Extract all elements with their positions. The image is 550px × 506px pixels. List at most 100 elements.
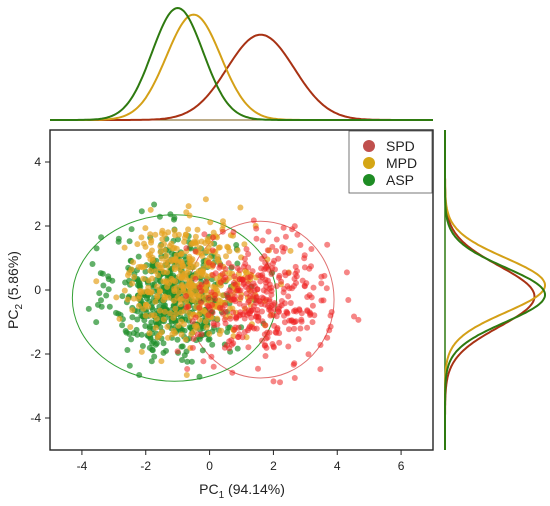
scatter-point-spd xyxy=(223,291,230,297)
scatter-point-mpd xyxy=(214,315,221,322)
scatter-point-mpd xyxy=(167,310,174,317)
scatter-point-mpd xyxy=(207,240,214,247)
scatter-point-mpd xyxy=(153,315,160,322)
scatter-point-spd xyxy=(210,234,217,241)
scatter-point-spd xyxy=(267,312,274,319)
y-tick-label: 0 xyxy=(34,283,41,297)
scatter-point-mpd xyxy=(179,273,186,280)
scatter-point-mpd xyxy=(160,269,167,275)
scatter-point-mpd xyxy=(135,303,142,309)
x-axis-title: PC1 (94.14%) xyxy=(199,481,285,501)
scatter-point-asp xyxy=(115,310,122,317)
scatter-point-mpd xyxy=(193,261,200,268)
scatter-point-spd xyxy=(297,325,304,332)
y-axis-title-rest: (5.86%) xyxy=(5,251,21,304)
scatter-point-spd xyxy=(205,259,212,266)
scatter-point-spd xyxy=(285,343,292,350)
scatter-point-asp xyxy=(115,238,122,245)
scatter-point-spd xyxy=(200,358,207,365)
scatter-point-mpd xyxy=(204,236,211,243)
scatter-point-mpd xyxy=(149,275,156,282)
scatter-point-asp xyxy=(205,336,212,343)
scatter-points xyxy=(85,196,362,386)
scatter-point-mpd xyxy=(170,327,177,334)
scatter-point-spd xyxy=(327,312,334,319)
scatter-point-spd xyxy=(192,248,199,255)
scatter-point-spd xyxy=(284,310,291,317)
scatter-point-spd xyxy=(351,313,357,320)
scatter-point-mpd xyxy=(154,292,161,299)
scatter-point-spd xyxy=(247,293,254,300)
scatter-point-mpd xyxy=(194,270,200,277)
scatter-point-mpd xyxy=(178,282,185,288)
scatter-point-mpd xyxy=(155,272,161,279)
scatter-point-mpd xyxy=(158,358,165,365)
scatter-point-spd xyxy=(304,324,311,331)
scatter-point-spd xyxy=(192,275,199,282)
confidence-ellipse-asp xyxy=(71,214,278,382)
scatter-point-spd xyxy=(209,301,216,308)
scatter-point-mpd xyxy=(147,267,154,274)
scatter-point-spd xyxy=(235,334,242,341)
scatter-point-asp xyxy=(234,345,241,352)
scatter-point-spd xyxy=(233,314,240,321)
scatter-point-asp xyxy=(128,226,135,233)
scatter-point-mpd xyxy=(156,288,163,295)
scatter-point-asp xyxy=(123,329,130,336)
scatter-point-mpd xyxy=(182,231,189,238)
scatter-point-spd xyxy=(269,243,276,250)
legend-marker-spd xyxy=(363,140,375,152)
scatter-point-spd xyxy=(234,265,241,272)
scatter-point-spd xyxy=(184,366,191,372)
scatter-point-mpd xyxy=(142,225,149,232)
scatter-point-spd xyxy=(305,351,312,358)
scatter-point-spd xyxy=(254,306,261,313)
scatter-point-asp xyxy=(119,293,126,300)
scatter-point-spd xyxy=(290,319,297,326)
scatter-point-spd xyxy=(280,248,287,255)
top-density-asp xyxy=(50,6,433,121)
scatter-point-mpd xyxy=(161,247,168,254)
y-tick-label: -2 xyxy=(30,347,41,361)
scatter-point-spd xyxy=(224,342,230,349)
scatter-point-mpd xyxy=(224,243,231,250)
scatter-point-mpd xyxy=(165,334,171,341)
scatter-point-asp xyxy=(188,358,195,365)
scatter-point-spd xyxy=(231,326,238,333)
y-axis-title: PC2 (5.86%) xyxy=(5,251,25,329)
scatter-point-spd xyxy=(259,237,266,244)
scatter-point-spd xyxy=(259,308,265,315)
scatter-point-mpd xyxy=(183,372,190,378)
scatter-point-mpd xyxy=(180,288,187,295)
scatter-point-spd xyxy=(183,293,190,299)
scatter-point-mpd xyxy=(189,296,196,303)
scatter-point-mpd xyxy=(207,219,214,226)
scatter-point-mpd xyxy=(191,238,198,245)
scatter-point-mpd xyxy=(202,318,209,325)
scatter-point-spd xyxy=(246,325,252,332)
scatter-point-mpd xyxy=(125,272,131,279)
scatter-point-asp xyxy=(89,261,96,267)
top-marginal-density xyxy=(50,6,433,121)
scatter-point-spd xyxy=(231,273,238,280)
scatter-point-spd xyxy=(227,315,234,322)
scatter-point-asp xyxy=(93,319,100,326)
scatter-point-spd xyxy=(241,255,248,262)
scatter-point-asp xyxy=(151,353,158,360)
scatter-point-mpd xyxy=(223,253,229,260)
scatter-point-spd xyxy=(230,309,237,316)
scatter-point-spd xyxy=(196,304,203,311)
right-marginal-density xyxy=(444,130,546,450)
scatter-point-mpd xyxy=(171,227,178,234)
scatter-point-spd xyxy=(192,314,199,321)
scatter-point-spd xyxy=(259,294,266,301)
scatter-point-mpd xyxy=(185,203,192,210)
scatter-point-asp xyxy=(93,245,100,252)
scatter-point-spd xyxy=(280,289,287,296)
scatter-point-spd xyxy=(230,229,237,235)
scatter-point-spd xyxy=(208,353,215,360)
scatter-point-mpd xyxy=(124,296,131,303)
scatter-point-mpd xyxy=(199,253,206,259)
scatter-point-mpd xyxy=(175,289,182,296)
scatter-point-mpd xyxy=(134,241,141,248)
